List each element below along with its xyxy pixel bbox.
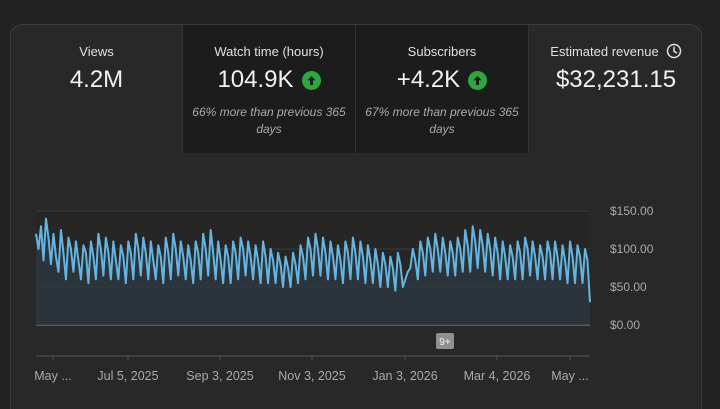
metric-note: 67% more than previous 365 days: [365, 105, 519, 136]
x-tick-label: Nov 3, 2025: [278, 369, 345, 383]
metric-label: Estimated revenue: [529, 43, 701, 59]
x-tick-label: May ...: [34, 369, 72, 383]
metric-label: Views: [79, 43, 114, 59]
y-tick-label: $50.00: [610, 280, 647, 294]
metrics-row: Views 4.2M Watch time (hours) 104.9K 66%…: [11, 25, 701, 153]
metric-value: +4.2K: [356, 65, 528, 95]
y-tick-label: $0.00: [610, 318, 640, 332]
metric-label: Watch time (hours): [214, 43, 324, 59]
metric-revenue[interactable]: Estimated revenue $32,231.15: [529, 25, 701, 153]
metric-value: 104.9K: [183, 65, 355, 95]
annotation-label: 9+: [439, 337, 451, 348]
y-tick-label: $150.00: [610, 204, 654, 218]
x-tick-label: Mar 4, 2026: [464, 369, 531, 383]
revenue-chart[interactable]: $150.00 $100.00 $50.00 $0.00 9+ May ... Jul 5,…: [11, 25, 702, 409]
clock-icon[interactable]: [666, 43, 682, 59]
annotation-badge[interactable]: 9+: [436, 333, 454, 349]
metric-views[interactable]: Views 4.2M: [11, 25, 183, 153]
x-tick-label: Sep 3, 2025: [186, 369, 253, 383]
trend-up-icon: [301, 70, 321, 90]
metric-label: Subscribers: [407, 43, 477, 59]
x-tick-label: May ...: [551, 369, 589, 383]
x-tick-label: Jul 5, 2025: [97, 369, 158, 383]
metric-watch-time[interactable]: Watch time (hours) 104.9K 66% more than …: [183, 25, 356, 153]
x-tick-label: Jan 3, 2026: [372, 369, 437, 383]
y-tick-label: $100.00: [610, 242, 654, 256]
metric-subscribers[interactable]: Subscribers +4.2K 67% more than previous…: [356, 25, 529, 153]
series-line[interactable]: [35, 217, 591, 303]
metric-value: $32,231.15: [555, 66, 677, 93]
metric-value: 4.2M: [69, 66, 124, 93]
trend-up-icon: [468, 70, 488, 90]
metric-note: 66% more than previous 365 days: [192, 105, 346, 136]
analytics-card: Views 4.2M Watch time (hours) 104.9K 66%…: [10, 24, 702, 409]
